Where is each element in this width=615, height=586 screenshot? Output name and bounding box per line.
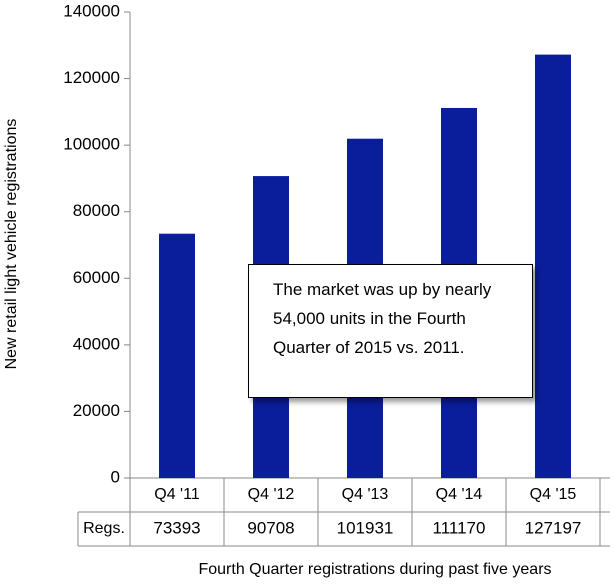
x-axis-label: Fourth Quarter registrations during past…: [198, 561, 551, 578]
y-tick-label: 20000: [73, 401, 120, 420]
y-axis-label: New retail light vehicle registrations: [3, 119, 20, 370]
table-value: 127197: [525, 518, 582, 537]
table-row-label: Regs.: [83, 520, 125, 537]
y-tick-label: 100000: [63, 135, 120, 154]
y-tick-label: 120000: [63, 68, 120, 87]
y-tick-label: 60000: [73, 268, 120, 287]
y-tick-label: 40000: [73, 334, 120, 353]
y-tick-label: 80000: [73, 201, 120, 220]
bar: [159, 233, 195, 478]
y-tick-label: 140000: [63, 1, 120, 20]
y-tick-label: 0: [111, 467, 120, 486]
x-tick-label: Q4 '12: [248, 486, 295, 503]
table-value: 111170: [433, 518, 486, 537]
x-tick-label: Q4 '13: [342, 486, 389, 503]
x-tick-label: Q4 '11: [154, 486, 200, 503]
table-value: 90708: [247, 518, 294, 537]
bar: [535, 54, 571, 479]
x-tick-label: Q4 '14: [436, 486, 483, 503]
table-value: 73393: [153, 518, 200, 537]
table-value: 101931: [337, 518, 394, 537]
annotation: The market was up by nearly 54,000 units…: [248, 264, 533, 398]
x-tick-label: Q4 '15: [530, 486, 577, 503]
